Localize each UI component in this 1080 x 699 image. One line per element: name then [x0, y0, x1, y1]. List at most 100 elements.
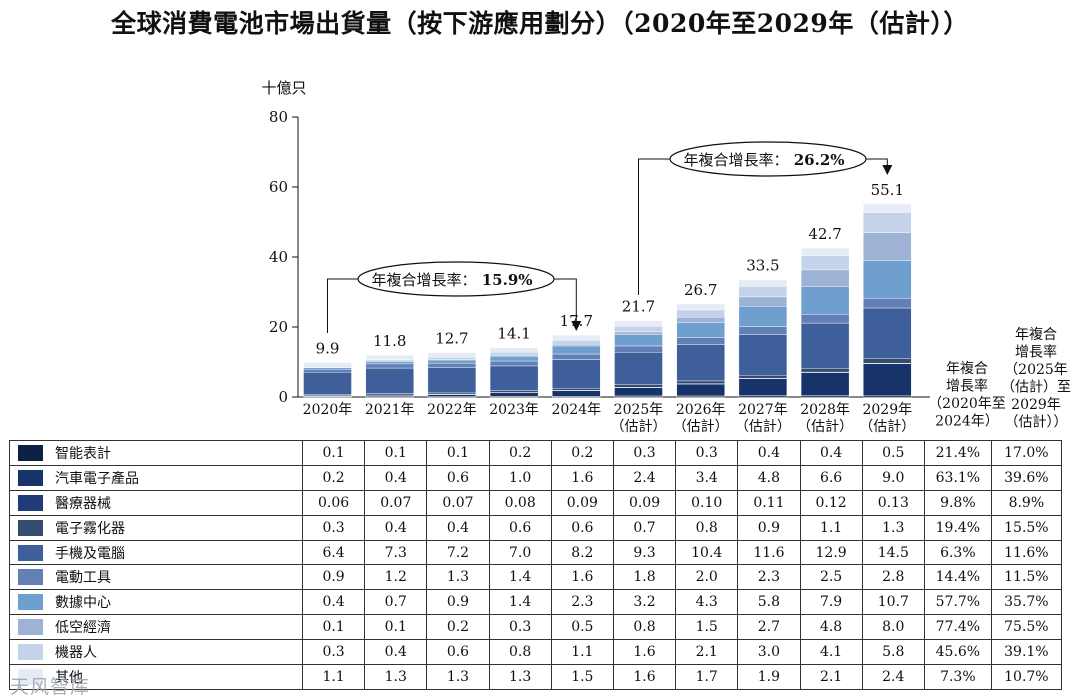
table-cell: 10.4 — [675, 539, 739, 566]
chart-title: 全球消費電池市場出貨量（按下游應用劃分）（2020年至2029年（估計）） — [111, 9, 969, 38]
x-tick-label: 2024年 — [551, 402, 601, 418]
cagr-header: 增長率 — [946, 378, 988, 395]
bar-segment — [800, 372, 850, 396]
table-cell: 0.12 — [799, 489, 863, 516]
table-cell: 0.3 — [301, 639, 366, 666]
table-cell: 9.0 — [861, 464, 925, 491]
bar-segment — [427, 394, 477, 397]
x-tick-label: 2020年 — [303, 402, 353, 418]
table-cell: 0.10 — [675, 489, 739, 516]
table-cell: 7.2 — [426, 539, 490, 566]
bar-segment — [738, 279, 788, 287]
table-cell: 1.1 — [550, 639, 614, 666]
table-cell: 0.6 — [426, 639, 490, 666]
legend-swatch — [18, 494, 43, 511]
row-label: 機器人 — [9, 639, 303, 666]
table-cell: 2.1 — [799, 664, 863, 690]
row-label: 智能表計 — [9, 440, 303, 466]
table-cell: 1.6 — [550, 464, 614, 491]
table-cell: 0.9 — [737, 514, 801, 541]
bar-segment — [614, 345, 663, 353]
bar-segment — [738, 395, 788, 398]
bar-total-label: 55.1 — [871, 181, 904, 199]
x-tick-label: 2026年 — [676, 402, 726, 418]
bar-total-label: 33.5 — [746, 257, 779, 275]
bar-segment — [800, 395, 850, 398]
table-cell: 1.4 — [488, 589, 552, 616]
series-name: 電動工具 — [55, 570, 111, 587]
table-cell: 7.0 — [488, 539, 552, 566]
x-tick-label: （估計） — [611, 419, 667, 435]
bar-segment — [489, 360, 539, 367]
table-row: 手機及電腦 6.4 7.3 7.2 7.0 8.2 9.3 10.4 11.6 12.9 14.5 6… — [9, 539, 1062, 566]
table-row: 低空經濟 0.1 0.1 0.2 0.3 0.5 0.8 1.5 2.7 4.8 8.0 77.4% 7… — [9, 614, 1062, 641]
cagr-cell: 15.5% — [990, 514, 1062, 541]
cagr-cell: 17.0% — [990, 440, 1062, 466]
bar-segment — [738, 296, 788, 307]
table-cell: 0.06 — [301, 489, 366, 516]
table-cell: 3.2 — [612, 589, 677, 616]
cagr-cell: 35.7% — [990, 589, 1062, 616]
table-cell: 2.7 — [737, 614, 801, 641]
cagr-cell: 39.1% — [990, 639, 1062, 666]
bar-segment — [427, 367, 477, 394]
cagr-connector — [327, 278, 358, 333]
cagr-connector — [554, 278, 577, 323]
table-cell: 1.2 — [364, 564, 428, 591]
bar-segment — [489, 390, 539, 393]
bar-segment — [738, 286, 788, 298]
bar-segment — [303, 362, 352, 367]
legend-swatch — [18, 444, 43, 461]
table-cell: 0.4 — [364, 514, 428, 541]
table-row: 數據中心 0.4 0.7 0.9 1.4 2.3 3.2 4.3 5.8 7.9 10.7 57.7%… — [9, 589, 1062, 616]
bar-segment — [676, 303, 725, 311]
bar-segment — [738, 334, 788, 376]
cagr-header: 2024年） — [935, 414, 999, 430]
bar-segment — [303, 367, 352, 370]
x-tick-label: 2027年 — [738, 402, 788, 418]
cagr-header: 年複合 — [946, 360, 988, 377]
bar-segment — [800, 247, 850, 256]
x-tick-label: （估計） — [797, 419, 853, 435]
table-cell: 0.6 — [426, 464, 490, 491]
table-cell: 7.9 — [799, 589, 863, 616]
x-tick-label: 2021年 — [365, 402, 415, 418]
y-tick-label: 60 — [269, 178, 288, 196]
table-cell: 0.08 — [488, 489, 552, 516]
table-cell: 1.7 — [675, 664, 739, 690]
table-cell: 0.1 — [364, 440, 428, 466]
y-axis-label: 十億只 — [261, 79, 306, 97]
bar-total-label: 42.7 — [808, 225, 841, 243]
bar-segment — [552, 334, 601, 341]
table-cell: 2.5 — [799, 564, 863, 591]
watermark: 天风智库 — [10, 676, 91, 698]
cagr-cell: 57.7% — [923, 589, 992, 616]
table-cell: 0.5 — [861, 440, 925, 466]
table-cell: 0.7 — [364, 589, 428, 616]
bar-segment — [738, 306, 788, 327]
bar-segment — [552, 388, 601, 391]
table-cell: 1.0 — [488, 464, 552, 491]
row-label: 電子霧化器 — [9, 514, 303, 541]
table-cell: 0.2 — [550, 440, 614, 466]
table-cell: 1.3 — [426, 564, 490, 591]
bar-segment — [489, 392, 539, 397]
bar-segment — [552, 359, 601, 389]
bar-segment — [489, 365, 539, 391]
bar-segment — [365, 393, 414, 396]
series-name: 汽車電子產品 — [55, 470, 139, 487]
legend-swatch — [18, 668, 43, 685]
x-tick-label: （估計） — [673, 419, 729, 435]
bar-segment — [614, 331, 663, 335]
table-row: 汽車電子產品 0.2 0.4 0.6 1.0 1.6 2.4 3.4 4.8 6.6 9.0 63.1… — [9, 464, 1062, 491]
legend-swatch — [18, 469, 43, 486]
x-tick-label: 2022年 — [427, 402, 477, 418]
table-cell: 0.7 — [612, 514, 677, 541]
bar-segment — [676, 383, 725, 397]
table-cell: 0.4 — [426, 514, 490, 541]
bar-segment — [552, 343, 601, 347]
table-row: 電動工具 0.9 1.2 1.3 1.4 1.6 1.8 2.0 2.3 2.5 2.8 14.4% 1… — [9, 564, 1062, 591]
bar-total-label: 12.7 — [435, 330, 468, 348]
bar-total-label: 11.8 — [373, 332, 406, 350]
cagr-annotation: 年複合增長率： 15.9% — [327, 261, 582, 333]
